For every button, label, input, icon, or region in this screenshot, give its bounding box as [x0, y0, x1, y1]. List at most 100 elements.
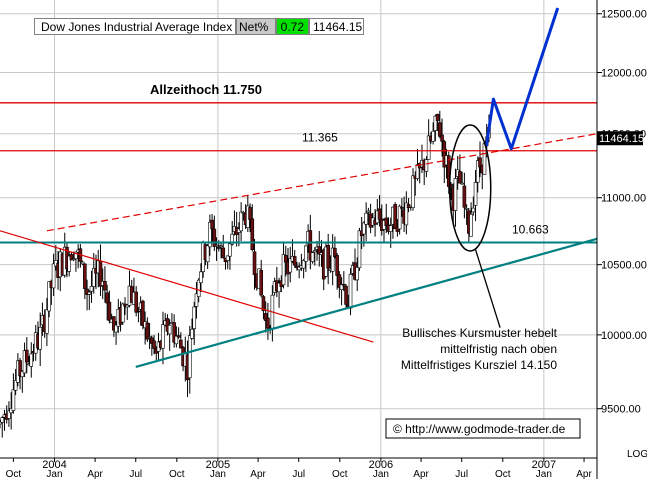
candle — [152, 335, 156, 355]
x-tick-label: Jan — [536, 469, 552, 479]
candle-body — [0, 417, 5, 423]
y-tick-label: 12500.00 — [601, 9, 647, 21]
candle — [259, 259, 264, 298]
candle — [145, 317, 150, 342]
candle — [355, 257, 360, 292]
candle — [208, 214, 212, 256]
candle-body — [221, 247, 226, 258]
pattern-ellipse — [448, 124, 492, 252]
candle-body — [51, 263, 56, 289]
candle-body — [199, 271, 203, 284]
candle-body — [20, 371, 25, 378]
candle-body — [326, 245, 330, 269]
candle-body — [344, 285, 348, 305]
candle-body — [141, 300, 145, 326]
candle — [38, 312, 42, 367]
x-tick-label: Apr — [87, 469, 103, 479]
candle-body — [397, 205, 402, 230]
candles — [0, 110, 491, 438]
candle — [304, 244, 308, 272]
candle — [87, 290, 92, 311]
candle — [105, 284, 109, 321]
candle-body — [172, 322, 176, 343]
candle-body — [192, 306, 197, 329]
candle-body — [74, 251, 78, 260]
candle — [212, 215, 217, 251]
x-tick-label: Jan — [373, 469, 389, 479]
candle-body — [208, 222, 212, 248]
candle — [194, 282, 199, 319]
candle-body — [337, 274, 342, 288]
callout-pointer — [474, 249, 501, 328]
callout-line: Bullisches Kursmuster hebelt — [402, 326, 557, 340]
candle — [161, 311, 165, 365]
candle — [411, 168, 415, 211]
candle-body — [277, 282, 281, 293]
candle-body — [431, 130, 435, 142]
candle-body — [38, 326, 42, 350]
candle-body — [112, 316, 116, 331]
candle-body — [357, 230, 362, 269]
candle-body — [89, 286, 94, 292]
candle — [45, 297, 49, 347]
candle — [435, 113, 440, 132]
rising-support — [135, 237, 598, 368]
candle — [210, 213, 214, 242]
x-tick-label: Apr — [576, 469, 592, 479]
candle — [214, 237, 219, 261]
candle-body — [348, 273, 353, 309]
candle-body — [424, 159, 429, 172]
overlays: Allzeithoch 11.750 11.365 10.663 Bullisches… — [0, 7, 598, 439]
candle — [24, 337, 29, 374]
candle-body — [292, 256, 297, 266]
candle-body — [47, 281, 51, 312]
candle — [438, 110, 442, 139]
candle — [277, 277, 281, 308]
candle — [312, 247, 317, 266]
candle-body — [210, 219, 214, 230]
candle-body — [259, 270, 264, 296]
candle — [471, 196, 476, 216]
candle-body — [404, 202, 409, 226]
candle-body — [167, 324, 172, 335]
header-net-label: Net% — [236, 18, 276, 35]
candle — [395, 219, 400, 237]
candle-body — [438, 122, 442, 137]
candle-body — [80, 261, 85, 265]
candle-body — [471, 207, 476, 213]
candle — [167, 319, 172, 351]
candle — [74, 251, 78, 272]
candle-body — [125, 304, 130, 308]
candle-body — [364, 212, 368, 225]
candle-body — [304, 245, 308, 262]
candle-body — [377, 208, 382, 220]
candle — [297, 262, 301, 279]
candle-body — [214, 244, 219, 247]
x-tick-label: Jul — [292, 469, 305, 479]
candle — [174, 326, 179, 348]
candle-body — [239, 211, 243, 232]
candle — [80, 260, 85, 266]
candle — [377, 195, 382, 227]
candle — [288, 246, 293, 283]
candle-body — [152, 340, 156, 349]
candle — [107, 290, 112, 324]
x-tick-label: Jul — [129, 469, 142, 479]
candle-body — [395, 226, 400, 232]
candle-body — [400, 207, 404, 209]
candle-body — [228, 243, 232, 257]
candle-body — [107, 301, 112, 321]
candle-body — [458, 171, 462, 184]
candle-body — [250, 218, 255, 251]
candle — [252, 238, 257, 290]
candle-body — [176, 335, 181, 338]
candle-body — [426, 135, 431, 160]
candle — [335, 253, 339, 290]
candle — [147, 322, 152, 350]
candle-body — [0, 421, 2, 425]
candle — [266, 302, 270, 340]
falling-trend — [0, 230, 374, 343]
corner-label: LOG — [627, 449, 647, 460]
candle-body — [103, 280, 107, 291]
